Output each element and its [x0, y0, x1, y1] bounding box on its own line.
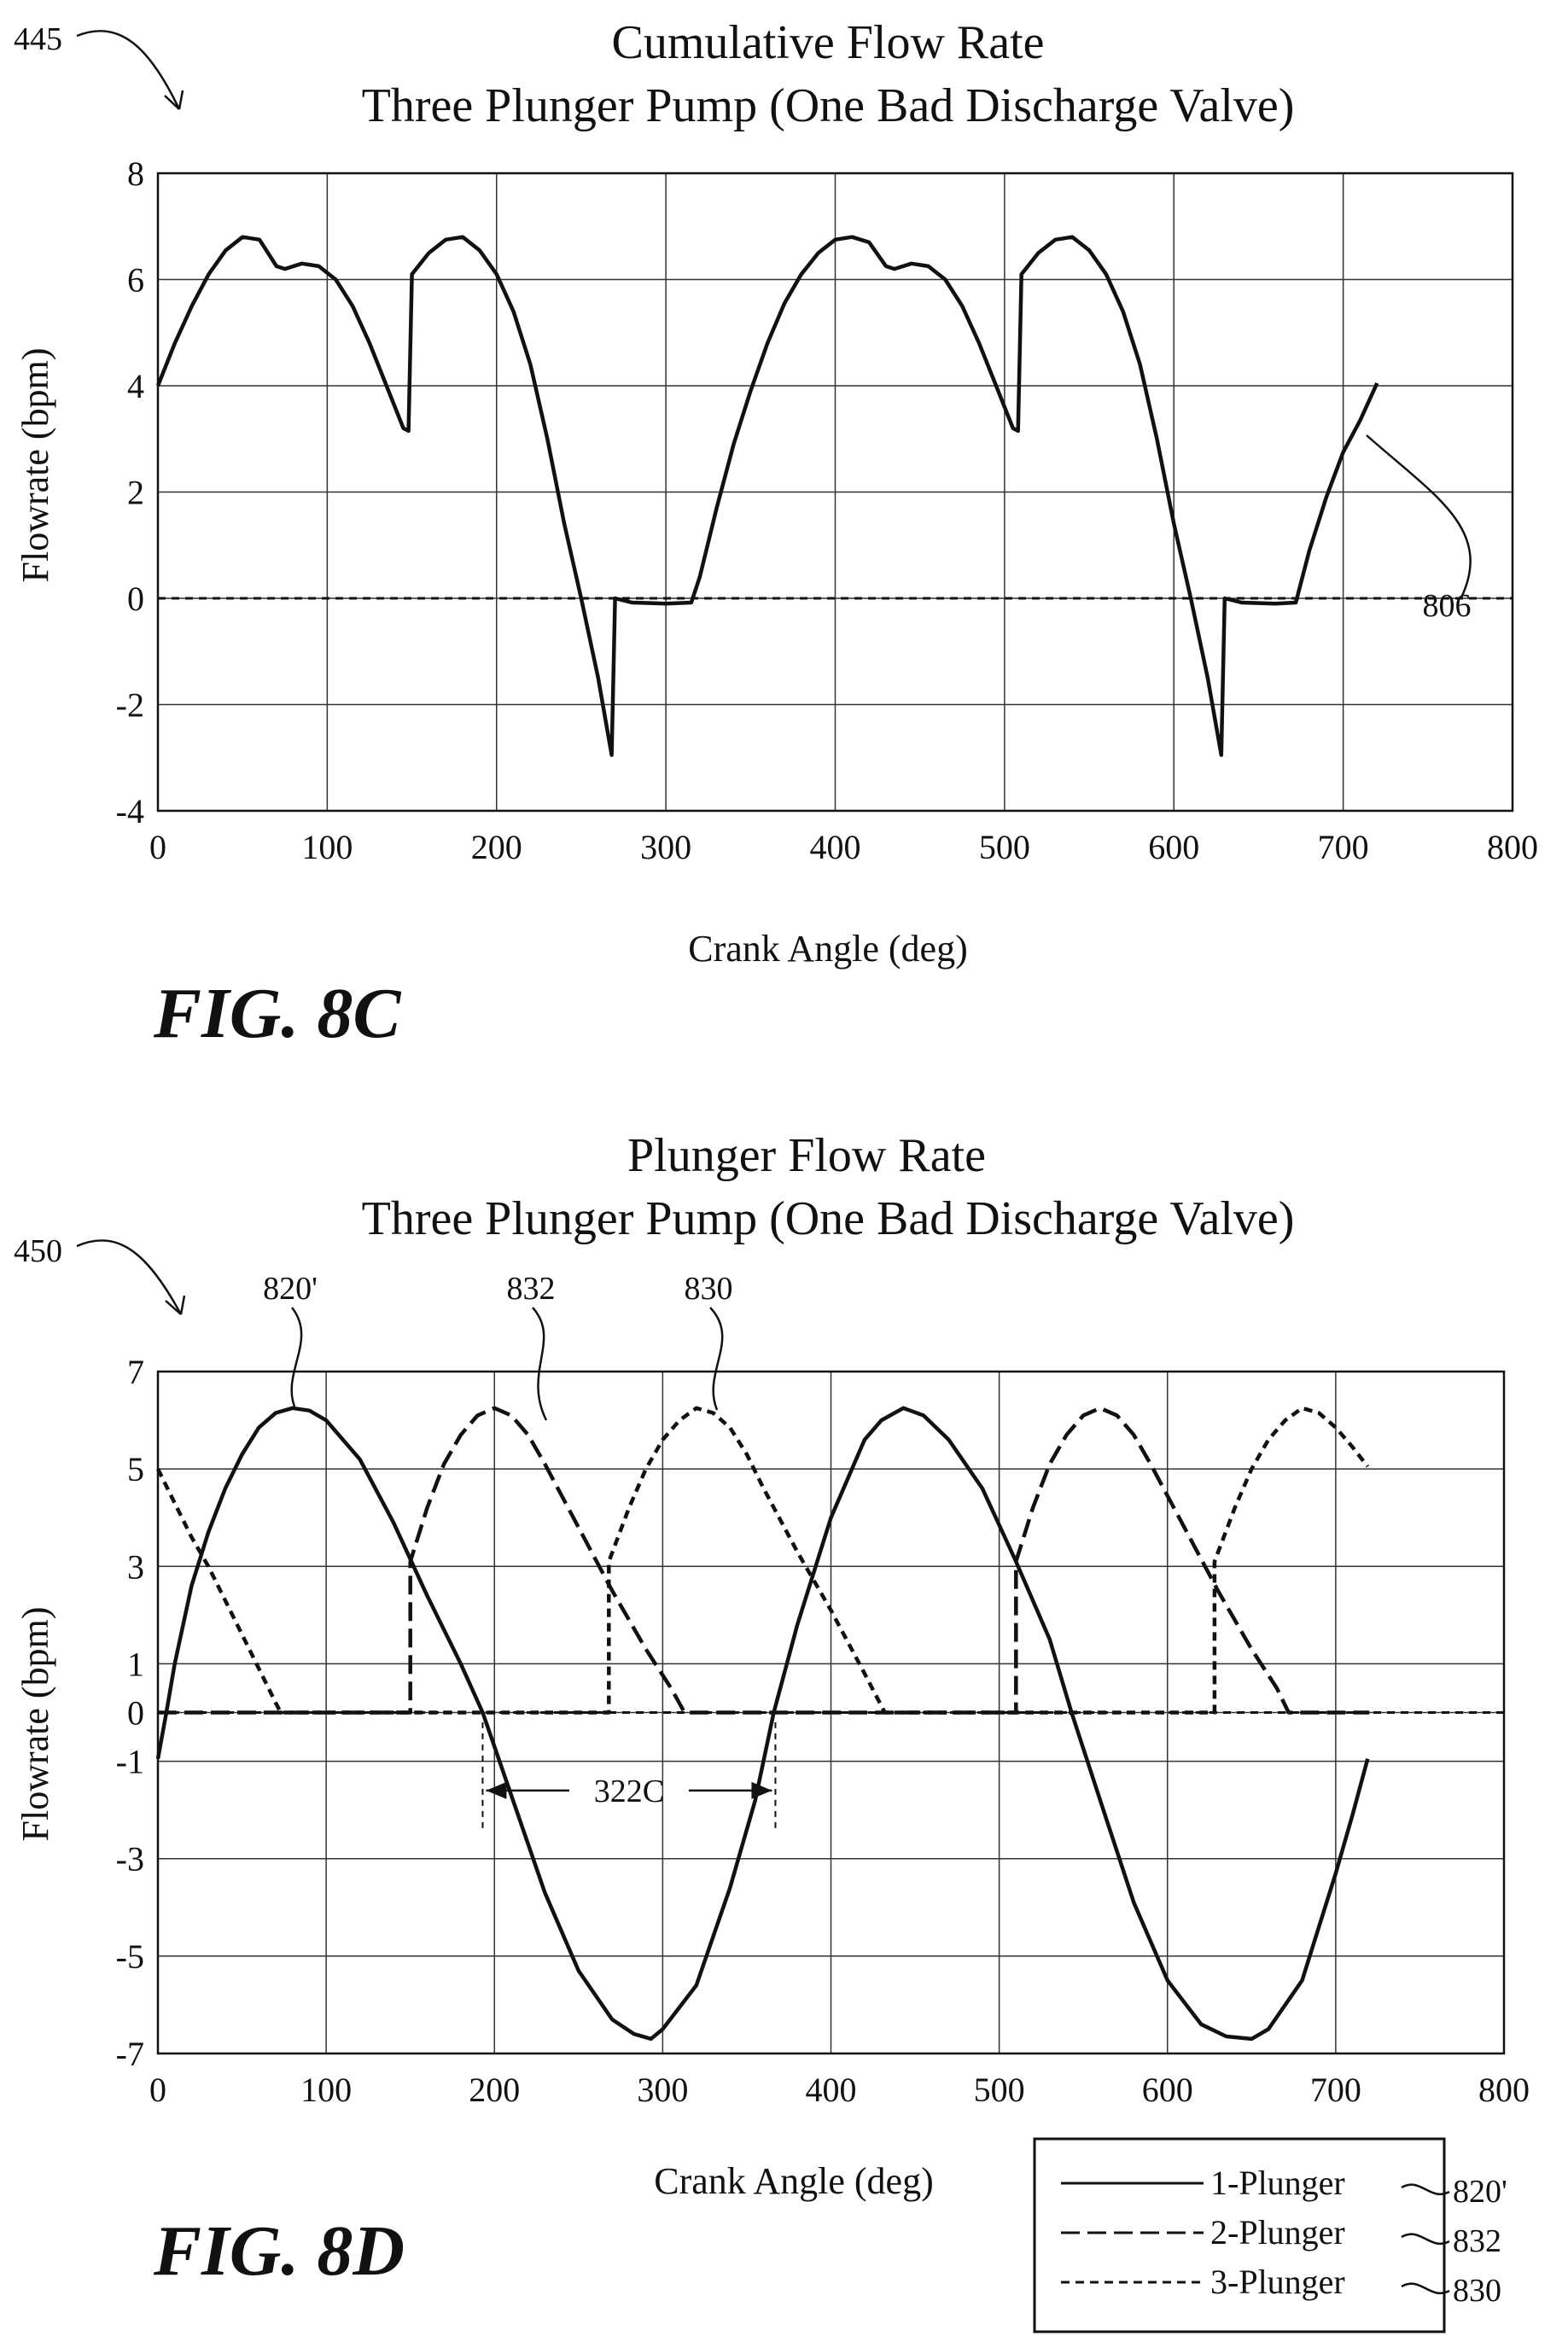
chart2-callout-830-leader	[709, 1307, 724, 1411]
chart2-y-axis-label: Flowrate (bpm)	[15, 1607, 56, 1842]
y-tick-label: -1	[116, 1743, 144, 1781]
chart2-callout-830: 830	[685, 1271, 733, 1307]
chart2-callout-832-leader	[532, 1307, 548, 1421]
chart2-callout-832: 832	[507, 1271, 556, 1307]
y-tick-label: 0	[127, 580, 144, 618]
x-tick-label: 300	[640, 828, 691, 866]
chart2-x-tick-labels: 0 100 200 300 400 500 600 700 800	[149, 2071, 1530, 2109]
x-tick-label: 300	[637, 2071, 688, 2109]
x-tick-label: 500	[979, 828, 1030, 866]
x-tick-label: 700	[1310, 2071, 1361, 2109]
legend-box	[1033, 2137, 1446, 2333]
chart2-ref-arrow	[76, 1239, 183, 1315]
chart2-ref-numeral: 450	[14, 1233, 62, 1269]
chart1-ref-arrow	[76, 30, 181, 110]
chart2-x-axis-label: Crank Angle (deg)	[654, 2160, 933, 2202]
cumulative-flow-chart: 445 Cumulative Flow Rate Three Plunger P…	[14, 16, 1538, 1053]
chart1-y-axis-label: Flowrate (bpm)	[15, 348, 56, 583]
x-tick-label: 700	[1318, 828, 1369, 866]
chart1-plot-frame	[156, 172, 1514, 813]
chart1-subtitle: Three Plunger Pump (One Bad Discharge Va…	[362, 79, 1295, 132]
x-tick-label: 200	[471, 828, 522, 866]
series-line-2-plunger	[158, 1406, 1370, 1715]
y-tick-label: -4	[116, 792, 144, 830]
legend-label-2-plunger: 2-Plunger	[1210, 2213, 1345, 2252]
x-tick-label: 200	[469, 2071, 520, 2109]
chart2-legend: 1-Plunger 2-Plunger 3-Plunger 820' 832 8…	[1033, 2137, 1507, 2333]
chart1-x-axis-label: Crank Angle (deg)	[688, 928, 967, 970]
y-tick-label: -7	[116, 2035, 144, 2073]
x-tick-label: 800	[1478, 2071, 1530, 2109]
chart2-span-322c-label: 322C	[594, 1774, 664, 1809]
chart1-gridlines	[157, 172, 1513, 812]
x-tick-label: 0	[149, 828, 166, 866]
chart2-subtitle: Three Plunger Pump (One Bad Discharge Va…	[362, 1192, 1295, 1245]
chart1-figure-label: FIG. 8C	[153, 974, 401, 1053]
chart2-plot-frame	[156, 1370, 1506, 2055]
chart2-callout-820: 820'	[263, 1271, 318, 1307]
y-tick-label: 7	[127, 1353, 144, 1391]
y-tick-label: 6	[127, 261, 144, 300]
y-tick-label: -3	[116, 1840, 144, 1879]
legend-ref-leader-1	[1401, 2183, 1450, 2196]
x-tick-label: 100	[301, 828, 353, 866]
y-tick-label: 5	[127, 1450, 144, 1488]
legend-ref-832: 832	[1453, 2223, 1501, 2259]
series-line-3-plunger	[155, 1406, 1370, 1715]
x-tick-label: 100	[300, 2071, 352, 2109]
x-tick-label: 400	[806, 2071, 857, 2109]
chart2-title: Plunger Flow Rate	[627, 1129, 986, 1182]
chart1-ref-numeral: 445	[14, 21, 62, 57]
legend-ref-820: 820'	[1453, 2174, 1507, 2210]
x-tick-label: 600	[1142, 2071, 1193, 2109]
x-tick-label: 800	[1487, 828, 1538, 866]
chart2-span-322c	[481, 1721, 777, 1830]
legend-label-1-plunger: 1-Plunger	[1210, 2164, 1345, 2202]
chart1-y-tick-labels: 8 6 4 2 0 -2 -4	[116, 154, 144, 830]
y-tick-label: -5	[116, 1937, 144, 1976]
chart2-ref-arrowhead	[165, 1295, 186, 1315]
y-tick-label: 2	[127, 474, 144, 512]
series-line-1-plunger	[155, 1406, 1370, 2042]
span-arrowhead-right	[751, 1781, 772, 1799]
y-tick-label: 8	[127, 154, 144, 193]
x-tick-label: 400	[810, 828, 861, 866]
legend-label-3-plunger: 3-Plunger	[1210, 2263, 1345, 2301]
chart2-series-lines	[155, 1406, 1504, 2042]
chart2-y-tick-labels: 7 5 3 1 0 -1 -3 -5 -7	[116, 1353, 144, 2073]
x-tick-label: 600	[1148, 828, 1199, 866]
legend-ref-leader-2	[1401, 2233, 1450, 2246]
y-tick-label: -2	[116, 686, 144, 725]
y-tick-label: 1	[127, 1645, 144, 1683]
chart1-series-lines	[155, 235, 1513, 757]
plunger-flow-chart: Plunger Flow Rate Three Plunger Pump (On…	[14, 1129, 1530, 2333]
y-tick-label: 3	[127, 1547, 144, 1586]
legend-ref-830: 830	[1453, 2273, 1501, 2309]
chart1-x-tick-labels: 0 100 200 300 400 500 600 700 800	[149, 828, 1538, 866]
y-tick-label: 0	[127, 1694, 144, 1733]
chart2-figure-label: FIG. 8D	[153, 2211, 405, 2291]
x-tick-label: 500	[974, 2071, 1025, 2109]
chart1-title: Cumulative Flow Rate	[611, 16, 1044, 69]
y-tick-label: 4	[127, 367, 144, 405]
chart1-ref-arrowhead	[164, 90, 184, 110]
chart2-callout-820-leader	[290, 1307, 303, 1407]
span-arrowhead-left	[486, 1781, 507, 1799]
chart1-annotation-leader	[1366, 434, 1472, 598]
x-tick-label: 0	[149, 2071, 166, 2109]
legend-ref-leader-3	[1401, 2282, 1450, 2295]
series-line-solid-0	[155, 235, 1379, 757]
